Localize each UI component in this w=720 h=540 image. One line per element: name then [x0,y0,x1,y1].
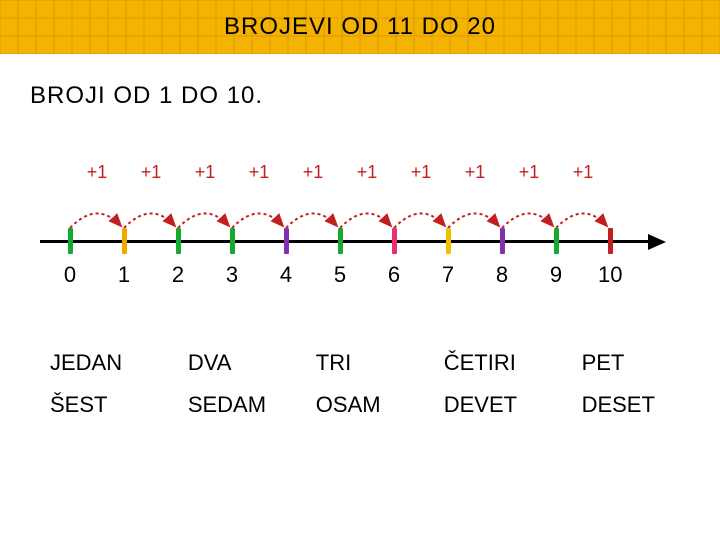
number-word: DVA [188,350,316,376]
subtitle: BROJI OD 1 DO 10. [30,82,720,110]
arc-label: +1 [509,162,549,183]
increment-arc [394,213,445,228]
increment-arc [556,213,607,228]
tick-label: 5 [328,262,352,288]
increment-arc [340,213,391,228]
tick [284,228,289,254]
number-words: JEDANDVATRIČETIRIPET ŠESTSEDAMOSAMDEVETD… [50,350,680,418]
arc-label: +1 [455,162,495,183]
increment-arc [286,213,337,228]
number-line: 0 1 2 3 4 5 6 7 8 9 10 +1 +1 +1 +1 +1 +1 +1 +1 +1 +1 [40,160,680,310]
page-title: BROJEVI OD 11 DO 20 [224,13,496,41]
tick-label: 7 [436,262,460,288]
number-word: DEVET [444,392,582,418]
number-word: ŠEST [50,392,188,418]
tick [68,228,73,254]
tick [554,228,559,254]
axis-arrow-icon [648,234,666,250]
tick-label: 2 [166,262,190,288]
tick-label: 8 [490,262,514,288]
number-word: DESET [582,392,680,418]
word-row: JEDANDVATRIČETIRIPET [50,350,680,376]
tick [500,228,505,254]
tick-label: 10 [598,262,622,288]
number-word: JEDAN [50,350,188,376]
tick-label: 4 [274,262,298,288]
arc-label: +1 [401,162,441,183]
arc-label: +1 [347,162,387,183]
arc-label: +1 [239,162,279,183]
tick-label: 3 [220,262,244,288]
tick-label: 9 [544,262,568,288]
number-word: ČETIRI [444,350,582,376]
tick [392,228,397,254]
tick [230,228,235,254]
increment-arc [178,213,229,228]
tick [176,228,181,254]
arc-label: +1 [293,162,333,183]
header: BROJEVI OD 11 DO 20 [0,0,720,54]
arc-label: +1 [563,162,603,183]
tick [608,228,613,254]
increment-arc [232,213,283,228]
arc-label: +1 [185,162,225,183]
tick-label: 0 [58,262,82,288]
number-word: OSAM [316,392,444,418]
increment-arc [502,213,553,228]
number-word: SEDAM [188,392,316,418]
tick [338,228,343,254]
tick-label: 1 [112,262,136,288]
number-word: PET [582,350,680,376]
word-row: ŠESTSEDAMOSAMDEVETDESET [50,392,680,418]
increment-arc [70,213,121,228]
arc-label: +1 [77,162,117,183]
number-word: TRI [316,350,444,376]
arc-label: +1 [131,162,171,183]
increment-arc [124,213,175,228]
tick-label: 6 [382,262,406,288]
tick [446,228,451,254]
tick [122,228,127,254]
increment-arc [448,213,499,228]
